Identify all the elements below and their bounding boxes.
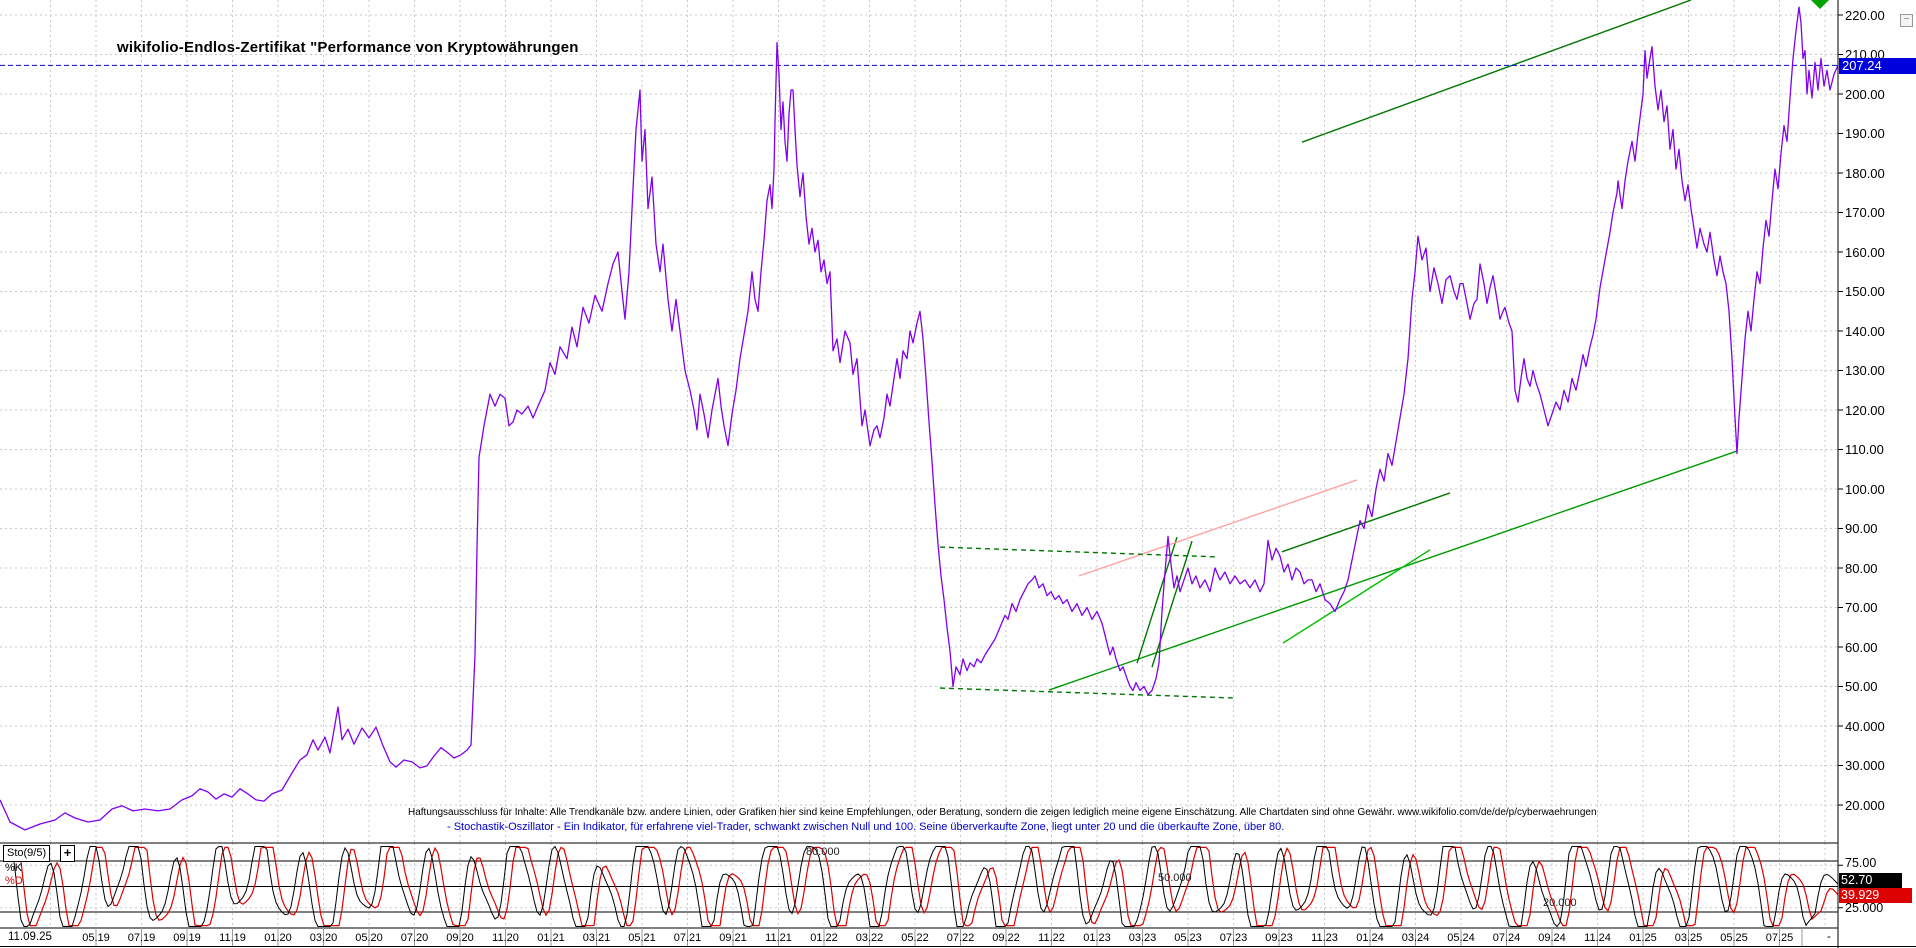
add-indicator-icon[interactable]: +: [60, 845, 75, 862]
date-axis-label: 03.23: [1128, 932, 1157, 944]
stoch-d-value-badge: 39.929: [1839, 888, 1912, 903]
stoch-level-50-label: 50.000: [1158, 872, 1192, 884]
date-axis-label: 05.24: [1447, 932, 1475, 944]
date-axis-label: 01.20: [264, 932, 292, 944]
price-axis-label: 140.00: [1845, 323, 1885, 339]
price-axis-label: 170.00: [1845, 205, 1885, 220]
price-axis-label: 60.00: [1845, 639, 1878, 655]
date-axis-label: 07.23: [1219, 932, 1248, 944]
date-axis-label: 07.21: [673, 932, 702, 944]
date-axis-label: 05.19: [82, 932, 110, 944]
date-axis-label: 05.25: [1720, 932, 1748, 944]
price-axis-label: 100.00: [1845, 481, 1885, 497]
stoch-level-80-label: 80.000: [806, 846, 840, 858]
price-axis-label: 40.000: [1845, 718, 1885, 734]
top-marker-triangle-icon: [1811, 0, 1829, 9]
date-axis-label: 07.25: [1765, 932, 1794, 944]
date-axis-label: 03.24: [1401, 932, 1430, 944]
price-axis-label: 30.000: [1845, 758, 1885, 773]
collapse-panel-icon[interactable]: −: [1900, 14, 1913, 27]
current-price-badge: 207.24: [1839, 58, 1916, 74]
price-axis-label: 90.00: [1845, 521, 1878, 536]
indicator-name-button[interactable]: Sto(9/5): [3, 845, 51, 862]
date-axis-label: 03.21: [582, 932, 611, 944]
date-axis-label: 05.23: [1174, 932, 1202, 944]
date-axis-label: 01.21: [537, 932, 565, 944]
price-axis-label: 70.00: [1845, 600, 1878, 615]
price-axis-label: 80.00: [1845, 560, 1878, 576]
date-axis-label: 03.25: [1674, 932, 1703, 944]
date-axis-label: 07.20: [400, 932, 429, 944]
price-axis-label: 190.00: [1845, 126, 1885, 141]
price-axis-label: 200.00: [1845, 86, 1885, 102]
date-axis-label: 11.21: [765, 932, 792, 944]
date-axis-label: 11.19: [219, 932, 246, 944]
date-axis-label: 09.23: [1265, 932, 1293, 944]
date-axis-label: 09.20: [446, 932, 474, 944]
date-axis-label: 05.20: [355, 932, 383, 944]
price-axis-label: 130.00: [1845, 363, 1885, 378]
date-axis-label: 11.24: [1584, 932, 1611, 944]
chart-title: wikifolio-Endlos-Zertifikat "Performance…: [117, 39, 579, 56]
date-axis-label: 03.20: [309, 932, 338, 944]
stoch-k-value-badge: 52.70: [1839, 873, 1902, 888]
date-axis-label: 11.22: [1038, 932, 1065, 944]
price-axis-label: 110.00: [1845, 442, 1884, 457]
date-axis-label: 05.22: [901, 932, 929, 944]
date-axis-label: 07.24: [1492, 932, 1521, 944]
date-axis-label: 11.23: [1311, 932, 1338, 944]
date-axis-label: 03.22: [855, 932, 884, 944]
price-axis-label: 220.00: [1845, 7, 1885, 23]
date-axis-label: 11.20: [492, 932, 519, 944]
date-axis-label: 07.22: [946, 932, 975, 944]
date-axis-label: 01.22: [810, 932, 838, 944]
axis-start-date-label: 11.09.25: [8, 931, 52, 943]
price-axis-label: 150.00: [1845, 284, 1885, 299]
axis-dash-label: -: [1827, 931, 1831, 943]
stoch-axis-75-label: 75.00: [1845, 856, 1877, 870]
date-axis-label: 01.25: [1629, 932, 1657, 944]
date-axis-label: 05.21: [628, 932, 656, 944]
date-axis-label: 09.21: [719, 932, 747, 944]
date-axis-label: 09.19: [173, 932, 201, 944]
price-axis-label: 180.00: [1845, 165, 1885, 181]
date-axis-label: 01.23: [1083, 932, 1111, 944]
date-axis-label: 09.24: [1538, 932, 1566, 944]
price-axis-label: 50.00: [1845, 679, 1878, 694]
stoch-d-legend: %D: [5, 875, 23, 887]
disclaimer-text: Haftungsausschluss für Inhalte: Alle Tre…: [408, 807, 1597, 818]
price-axis-label: 20.000: [1845, 797, 1885, 813]
price-axis-label: 160.00: [1845, 244, 1885, 260]
stoch-axis-25-label: 25.000: [1845, 901, 1884, 915]
stochastic-description-text: - Stochastik-Oszillator - Ein Indikator,…: [447, 821, 1285, 833]
stoch-level-20-label: 20.000: [1543, 897, 1577, 909]
price-axis-label: 120.00: [1845, 402, 1885, 418]
stoch-k-legend: %K: [5, 862, 23, 874]
date-axis-label: 09.22: [992, 932, 1020, 944]
date-axis-label: 07.19: [127, 932, 156, 944]
date-axis-label: 01.24: [1356, 932, 1384, 944]
